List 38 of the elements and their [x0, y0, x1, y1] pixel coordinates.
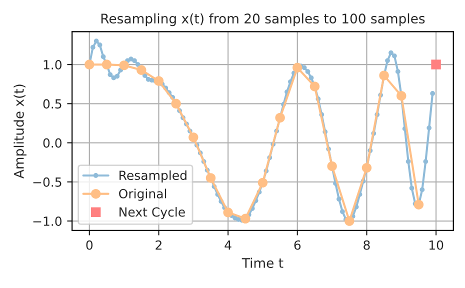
point: [136, 65, 146, 75]
y-tick-label: 0.0: [43, 138, 62, 148]
point: [188, 132, 198, 142]
chart-title: Resampling x(t) from 20 samples to 100 samples: [101, 13, 425, 26]
y-tick-label: −1.0: [33, 216, 62, 226]
point: [310, 82, 320, 92]
point: [240, 214, 250, 224]
point: [431, 60, 441, 70]
point: [344, 216, 354, 226]
point: [223, 208, 233, 218]
y-tick-label: −0.5: [33, 177, 62, 187]
point: [206, 173, 216, 183]
x-axis-title: Time t: [242, 258, 284, 268]
point: [327, 161, 337, 172]
point: [396, 90, 406, 101]
x-tick-label: 2: [156, 240, 162, 250]
point: [84, 60, 94, 70]
y-axis-title: Amplitude x(t): [14, 84, 26, 178]
point: [414, 200, 424, 210]
x-tick-label: 10: [429, 240, 444, 250]
point: [119, 60, 129, 70]
point: [154, 76, 164, 86]
point: [275, 112, 285, 123]
y-tick-label: 1.0: [44, 60, 62, 70]
y-tick-label: 0.5: [43, 99, 62, 109]
x-tick-label: 6: [294, 240, 301, 250]
point: [292, 62, 302, 73]
point: [258, 178, 268, 188]
x-tick-label: 4: [224, 240, 232, 250]
point: [362, 162, 372, 173]
legend-label: Original: [119, 188, 166, 201]
x-tick-label: 0: [86, 240, 93, 250]
point: [171, 98, 181, 109]
legend-label: Resampled: [120, 170, 186, 182]
x-tick-label: 8: [364, 240, 370, 250]
point: [379, 70, 389, 80]
legend-label: Next Cycle: [120, 207, 185, 220]
point: [102, 60, 112, 70]
